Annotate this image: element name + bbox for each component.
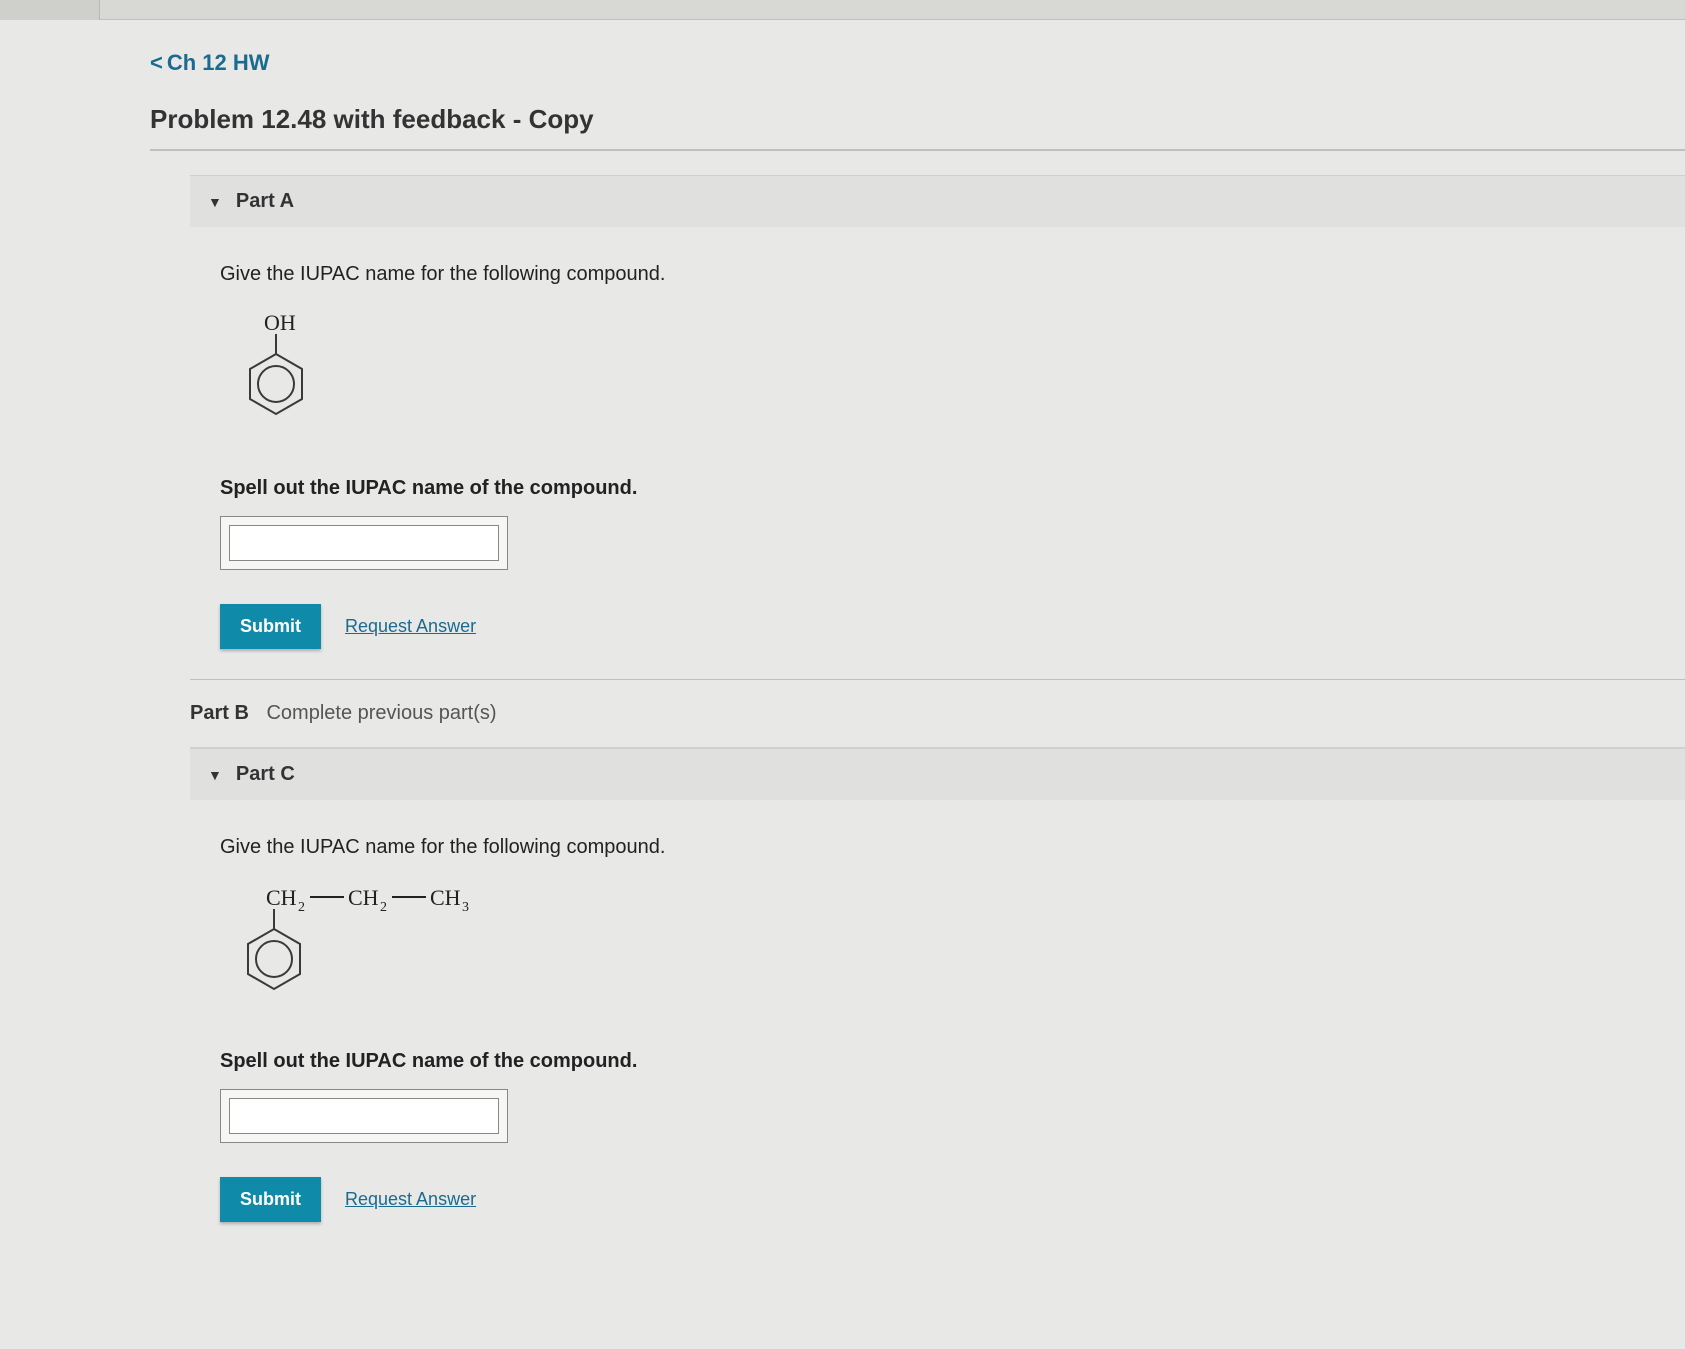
- part-a-request-answer-link[interactable]: Request Answer: [345, 616, 476, 637]
- svg-text:3: 3: [462, 900, 469, 915]
- part-c-header[interactable]: ▼ Part C: [190, 748, 1685, 800]
- problem-title: Problem 12.48 with feedback - Copy: [150, 104, 1685, 151]
- part-c-instruction: Give the IUPAC name for the following co…: [220, 836, 1655, 859]
- svg-text:CH: CH: [266, 885, 297, 910]
- part-c-request-answer-link[interactable]: Request Answer: [345, 1189, 476, 1210]
- caret-down-icon: ▼: [208, 767, 222, 783]
- part-a-button-row: Submit Request Answer: [220, 604, 1655, 649]
- part-c-molecule: CH 2 CH 2 CH 3: [236, 885, 1655, 1020]
- propylbenzene-icon: CH 2 CH 2 CH 3: [236, 885, 516, 1015]
- part-a-submit-button[interactable]: Submit: [220, 604, 321, 649]
- part-a-body: Give the IUPAC name for the following co…: [190, 227, 1685, 680]
- svg-text:CH: CH: [348, 885, 379, 910]
- part-c-answer-input[interactable]: [229, 1098, 499, 1134]
- part-a-answer-row: [220, 516, 1655, 570]
- part-a-instruction: Give the IUPAC name for the following co…: [220, 263, 1655, 286]
- svg-text:CH: CH: [430, 885, 461, 910]
- part-c-body: Give the IUPAC name for the following co…: [190, 800, 1685, 1252]
- breadcrumb-label: Ch 12 HW: [167, 50, 270, 76]
- part-c-submit-button[interactable]: Submit: [220, 1177, 321, 1222]
- part-b-header-label: Part B: [190, 702, 249, 724]
- part-a-prompt: Spell out the IUPAC name of the compound…: [220, 477, 1655, 500]
- breadcrumb-back[interactable]: < Ch 12 HW: [150, 50, 270, 76]
- part-c-button-row: Submit Request Answer: [220, 1177, 1655, 1222]
- top-bar-stub: [0, 0, 100, 20]
- part-c: ▼ Part C Give the IUPAC name for the fol…: [150, 748, 1685, 1252]
- svg-text:2: 2: [298, 900, 305, 915]
- part-a-molecule: OH: [236, 312, 1655, 447]
- part-c-prompt: Spell out the IUPAC name of the compound…: [220, 1050, 1655, 1073]
- part-a-answer-input[interactable]: [229, 525, 499, 561]
- caret-down-icon: ▼: [208, 194, 222, 210]
- part-c-header-label: Part C: [236, 763, 295, 786]
- main-content: < Ch 12 HW Problem 12.48 with feedback -…: [0, 20, 1685, 1252]
- part-a: ▼ Part A Give the IUPAC name for the fol…: [150, 175, 1685, 680]
- phenol-icon: OH: [236, 312, 326, 442]
- part-a-header-label: Part A: [236, 190, 294, 213]
- part-c-answer-box: [220, 1089, 508, 1143]
- chevron-left-icon: <: [150, 50, 163, 76]
- part-b: Part B Complete previous part(s): [190, 680, 1685, 748]
- svg-text:OH: OH: [264, 312, 296, 335]
- top-bar: [0, 0, 1685, 20]
- part-b-locked-message: Complete previous part(s): [266, 702, 496, 724]
- part-a-header[interactable]: ▼ Part A: [190, 175, 1685, 227]
- part-a-answer-box: [220, 516, 508, 570]
- part-c-answer-row: [220, 1089, 1655, 1143]
- svg-text:2: 2: [380, 900, 387, 915]
